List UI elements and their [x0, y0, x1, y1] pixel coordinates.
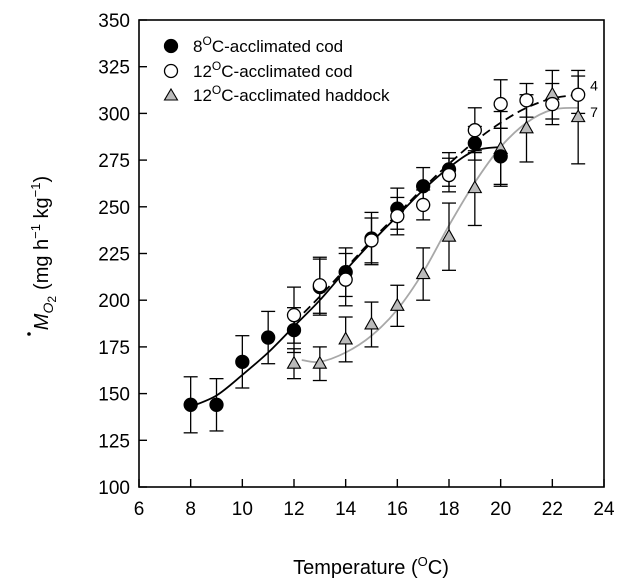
point-8c-cod	[183, 397, 198, 412]
x-tick-label: 24	[593, 499, 615, 520]
x-tick-label: 6	[134, 499, 145, 520]
point-8c-cod	[416, 179, 431, 194]
y-tick-label: 150	[98, 385, 130, 406]
x-tick-label: 16	[387, 499, 408, 520]
point-12c-haddock	[364, 316, 379, 330]
point-12c-haddock	[312, 355, 328, 369]
point-8c-cod	[467, 136, 482, 151]
point-8c-cod	[493, 149, 508, 164]
point-12c-cod	[441, 167, 457, 183]
y-tick-label: 325	[98, 58, 130, 79]
point-12c-cod	[571, 87, 586, 102]
svg-text:MO2(mg h−1 kg−1): MO2(mg h−1 kg−1)	[28, 176, 59, 330]
point-12c-haddock	[570, 109, 586, 123]
point-12c-haddock	[338, 331, 354, 345]
legend-label-8c-cod: 8OC-acclimated cod	[193, 34, 343, 56]
fit-line-series-1	[293, 93, 579, 324]
sample-size-labels: 47	[590, 78, 598, 120]
point-8c-cod	[261, 330, 276, 345]
x-tick-label: 18	[438, 499, 459, 520]
legend-label-12c-cod: 12OC-acclimated cod	[193, 59, 353, 81]
legend-marker-12c-haddock	[163, 87, 179, 101]
point-8c-cod	[286, 322, 302, 338]
x-tick-label: 20	[490, 499, 511, 520]
y-tick-label: 300	[98, 104, 130, 125]
point-12c-cod	[364, 233, 379, 248]
point-12c-haddock	[415, 265, 431, 280]
point-12c-cod	[519, 93, 534, 108]
y-tick-label: 250	[98, 198, 130, 219]
point-12c-haddock	[286, 355, 302, 369]
y-axis: 100 125 150 175 200 225 250 275 300 325 350	[98, 11, 147, 499]
y-tick-label: 275	[98, 151, 130, 172]
point-12c-cod	[338, 272, 353, 287]
sample-size-label-series-2: 7	[590, 104, 598, 120]
fit-line-series-2	[301, 106, 579, 364]
x-tick-label: 10	[232, 499, 253, 520]
legend: 8OC-acclimated cod 12OC-acclimated cod 1…	[163, 34, 390, 105]
x-tick-label: 12	[283, 499, 304, 520]
point-12c-haddock	[441, 228, 457, 242]
x-tick-label: 8	[185, 499, 196, 520]
y-tick-label: 225	[98, 245, 130, 266]
y-tick-label: 200	[98, 291, 130, 312]
point-12c-cod	[416, 197, 431, 213]
x-axis-title: Temperature (OC)	[293, 554, 449, 579]
data-markers	[183, 86, 586, 412]
point-12c-haddock	[519, 120, 534, 134]
point-12c-cod	[467, 123, 482, 138]
x-tick-label: 14	[335, 499, 357, 520]
point-8c-cod	[209, 397, 224, 412]
legend-marker-12c-cod	[163, 63, 179, 79]
y-tick-label: 125	[98, 431, 130, 452]
y-axis-title: MO2(mg h−1 kg−1)	[27, 176, 59, 336]
legend-label-12c-haddock: 12OC-acclimated haddock	[193, 83, 390, 105]
point-12c-cod	[493, 96, 508, 112]
legend-marker-8c-cod	[163, 38, 179, 54]
point-8c-cod	[235, 354, 250, 369]
x-tick-label: 22	[542, 499, 563, 520]
y-tick-label: 175	[98, 338, 130, 359]
point-12c-cod	[390, 208, 405, 224]
ylabel-dot-accent	[27, 332, 31, 336]
point-12c-cod	[312, 278, 327, 293]
point-12c-cod	[545, 96, 560, 112]
x-axis: 6 8 10 12 14 16 18 20 22 24	[134, 479, 615, 520]
point-12c-haddock	[467, 180, 483, 194]
point-12c-haddock	[389, 297, 405, 311]
point-12c-cod	[286, 307, 302, 323]
y-tick-label: 350	[98, 11, 130, 32]
y-tick-label: 100	[98, 478, 130, 499]
sample-size-label-series-1: 4	[590, 78, 598, 94]
